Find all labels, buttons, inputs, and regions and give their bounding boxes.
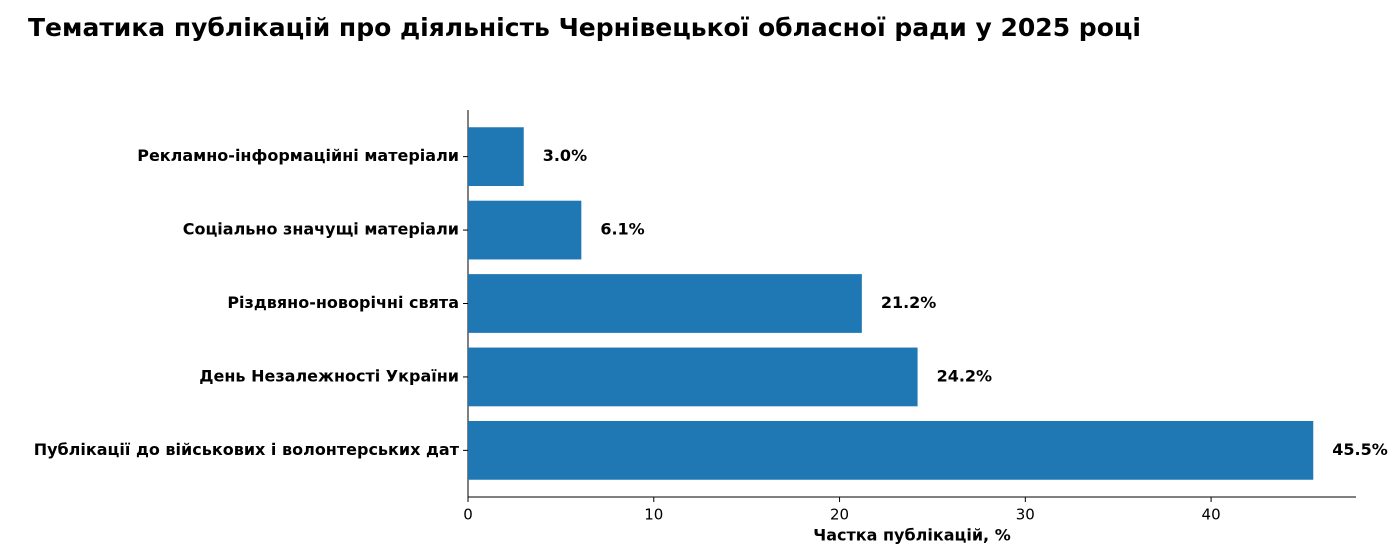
x-tick-label: 10 bbox=[644, 506, 663, 524]
y-tick-label: Соціально значущі матеріали bbox=[183, 220, 459, 239]
bar bbox=[468, 420, 1314, 480]
x-tick-label: 20 bbox=[830, 506, 849, 524]
value-label: 6.1% bbox=[600, 220, 644, 239]
x-tick-label: 0 bbox=[463, 506, 473, 524]
chart-title: Тематика публікацій про діяльність Черні… bbox=[28, 13, 1141, 42]
bar bbox=[468, 127, 524, 187]
bar bbox=[468, 274, 862, 333]
x-axis-label: Частка публікацій, % bbox=[813, 526, 1010, 545]
y-tick-label: Рекламно-інформаційні матеріали bbox=[137, 146, 459, 165]
y-tick-label: Різдвяно-новорічні свята bbox=[227, 293, 459, 312]
bar bbox=[468, 200, 582, 260]
y-tick-label: Публікації до військових і волонтерських… bbox=[34, 440, 460, 459]
value-label: 3.0% bbox=[543, 146, 587, 165]
y-tick-label: День Незалежності України bbox=[199, 366, 459, 385]
value-label: 45.5% bbox=[1332, 440, 1388, 459]
value-label: 21.2% bbox=[881, 293, 937, 312]
bar bbox=[468, 347, 918, 407]
value-label: 24.2% bbox=[937, 366, 993, 385]
x-tick-label: 40 bbox=[1202, 506, 1221, 524]
x-tick-label: 30 bbox=[1016, 506, 1035, 524]
